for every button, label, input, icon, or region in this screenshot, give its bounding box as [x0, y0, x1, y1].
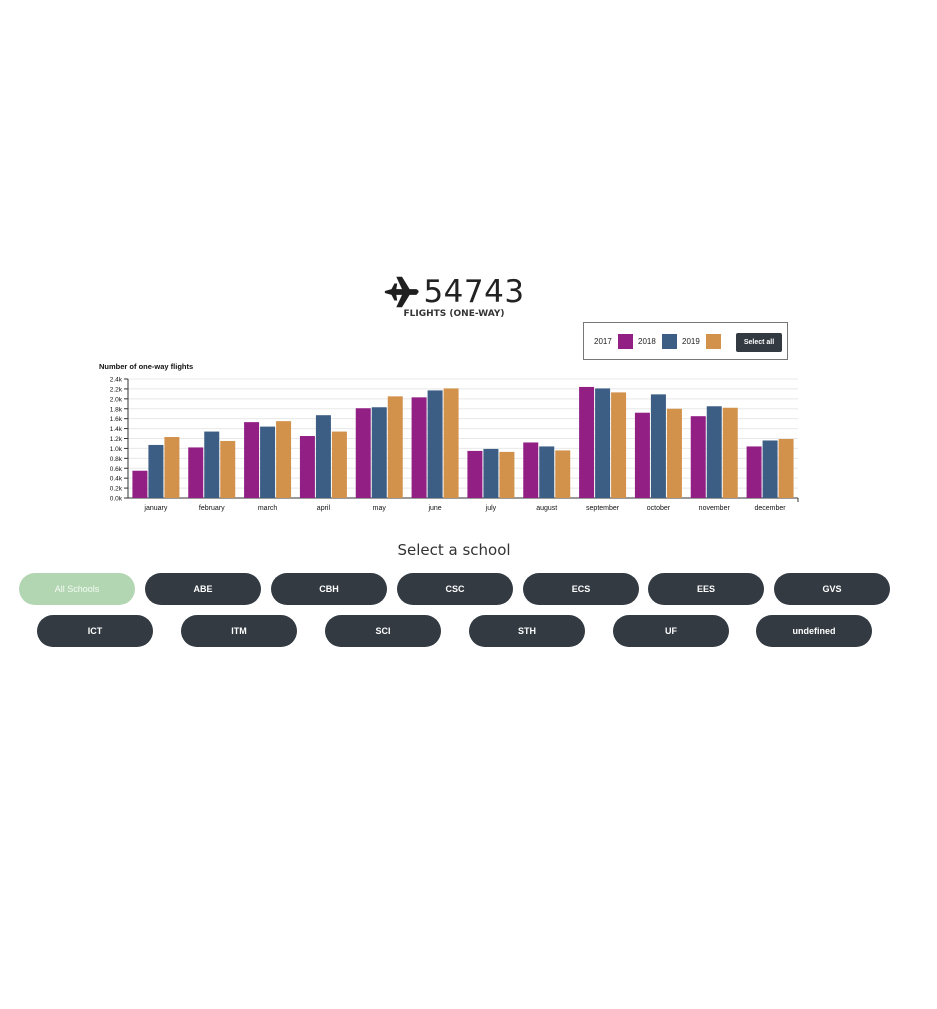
x-tick-label: january: [143, 505, 167, 512]
school-button-ict[interactable]: ICT: [37, 615, 153, 647]
legend-label-2018: 2018: [638, 337, 656, 346]
legend-swatch-2018[interactable]: [661, 334, 677, 349]
y-tick-label: 0.2k: [110, 486, 123, 493]
select-all-button[interactable]: Select all: [736, 333, 782, 352]
bar-2019-september: [611, 392, 627, 498]
select-school-title: Select a school: [397, 541, 511, 559]
y-tick-label: 1.6k: [110, 416, 123, 423]
bar-2019-february: [220, 440, 236, 498]
school-button-ees[interactable]: EES: [648, 573, 764, 605]
x-tick-label: october: [647, 505, 671, 512]
y-tick-label: 0.6k: [110, 466, 123, 473]
bar-2017-january: [132, 470, 148, 498]
y-tick-label: 0.8k: [110, 456, 123, 463]
bar-2019-may: [387, 396, 403, 498]
legend-item-2019[interactable]: 2019: [682, 334, 721, 349]
bar-2018-january: [148, 444, 164, 498]
y-tick-label: 1.0k: [110, 446, 123, 453]
chart-legend: 2017 2018 2019 Select all: [583, 322, 788, 360]
y-tick-label: 2.2k: [110, 386, 123, 393]
x-tick-label: november: [699, 505, 731, 512]
school-button-undefined[interactable]: undefined: [756, 615, 872, 647]
school-button-ecs[interactable]: ECS: [523, 573, 639, 605]
bar-2019-october: [666, 408, 682, 498]
bar-2017-march: [244, 422, 260, 498]
bar-2017-may: [355, 408, 371, 498]
x-tick-label: june: [427, 505, 441, 512]
bar-2019-april: [331, 431, 347, 498]
chart-title: Number of one-way flights: [99, 362, 193, 371]
school-button-sth[interactable]: STH: [469, 615, 585, 647]
legend-item-2017[interactable]: 2017: [594, 334, 633, 349]
bar-2018-october: [650, 394, 666, 498]
kpi-value: 54743: [423, 274, 525, 310]
y-tick-label: 1.4k: [110, 426, 123, 433]
bar-2018-december: [762, 440, 778, 498]
bar-2017-april: [299, 436, 315, 498]
y-tick-label: 2.4k: [110, 377, 123, 384]
bar-2017-june: [411, 397, 427, 498]
bar-2018-april: [315, 415, 331, 498]
bar-2018-august: [539, 446, 555, 498]
bar-2017-december: [746, 446, 762, 498]
bar-2017-july: [467, 450, 483, 498]
bar-2018-february: [204, 431, 220, 498]
school-button-cbh[interactable]: CBH: [271, 573, 387, 605]
x-tick-label: august: [536, 505, 557, 512]
x-tick-label: may: [373, 505, 387, 512]
bar-2018-july: [483, 448, 499, 498]
bar-2017-august: [523, 442, 539, 498]
bar-2019-march: [276, 421, 292, 498]
bar-2018-november: [706, 406, 722, 498]
flights-kpi: 54743 FLIGHTS (ONE-WAY): [0, 272, 908, 319]
x-tick-label: april: [317, 505, 331, 512]
x-tick-label: december: [755, 505, 787, 512]
bar-2019-july: [499, 451, 515, 498]
airplane-icon: [385, 276, 420, 308]
legend-swatch-2019[interactable]: [705, 334, 721, 349]
bar-2018-may: [371, 407, 387, 498]
y-tick-label: 0.0k: [110, 496, 123, 503]
school-button-abe[interactable]: ABE: [145, 573, 261, 605]
flights-bar-chart: Number of one-way flights 0.0k 0.2k 0.4k 0.6…: [99, 362, 799, 512]
school-button-gvs[interactable]: GVS: [774, 573, 890, 605]
school-button-all-schools[interactable]: All Schools: [19, 573, 135, 605]
legend-swatch-2017[interactable]: [617, 334, 633, 349]
school-button-itm[interactable]: ITM: [181, 615, 297, 647]
y-tick-label: 0.4k: [110, 476, 123, 483]
bar-2019-august: [555, 450, 571, 498]
y-tick-label: 2.0k: [110, 396, 123, 403]
bar-2017-november: [690, 416, 706, 498]
x-tick-label: july: [485, 505, 497, 512]
bar-2018-march: [260, 426, 276, 498]
y-tick-label: 1.2k: [110, 436, 123, 443]
school-button-csc[interactable]: CSC: [397, 573, 513, 605]
legend-item-2018[interactable]: 2018: [638, 334, 677, 349]
bar-2019-january: [164, 437, 180, 498]
bar-2017-september: [579, 386, 595, 498]
legend-label-2019: 2019: [682, 337, 700, 346]
bar-2017-october: [634, 412, 650, 498]
kpi-label: FLIGHTS (ONE-WAY): [403, 309, 505, 319]
x-tick-label: march: [258, 505, 278, 512]
x-tick-label: february: [199, 505, 225, 512]
bar-2019-june: [443, 388, 459, 498]
legend-label-2017: 2017: [594, 337, 612, 346]
bar-2018-september: [595, 388, 611, 498]
school-button-uf[interactable]: UF: [613, 615, 729, 647]
bar-2019-december: [778, 438, 794, 498]
x-tick-label: september: [586, 505, 620, 512]
bar-2019-november: [722, 407, 738, 498]
bar-2017-february: [188, 447, 204, 498]
bar-2018-june: [427, 390, 443, 498]
school-button-sci[interactable]: SCI: [325, 615, 441, 647]
y-tick-label: 1.8k: [110, 406, 123, 413]
